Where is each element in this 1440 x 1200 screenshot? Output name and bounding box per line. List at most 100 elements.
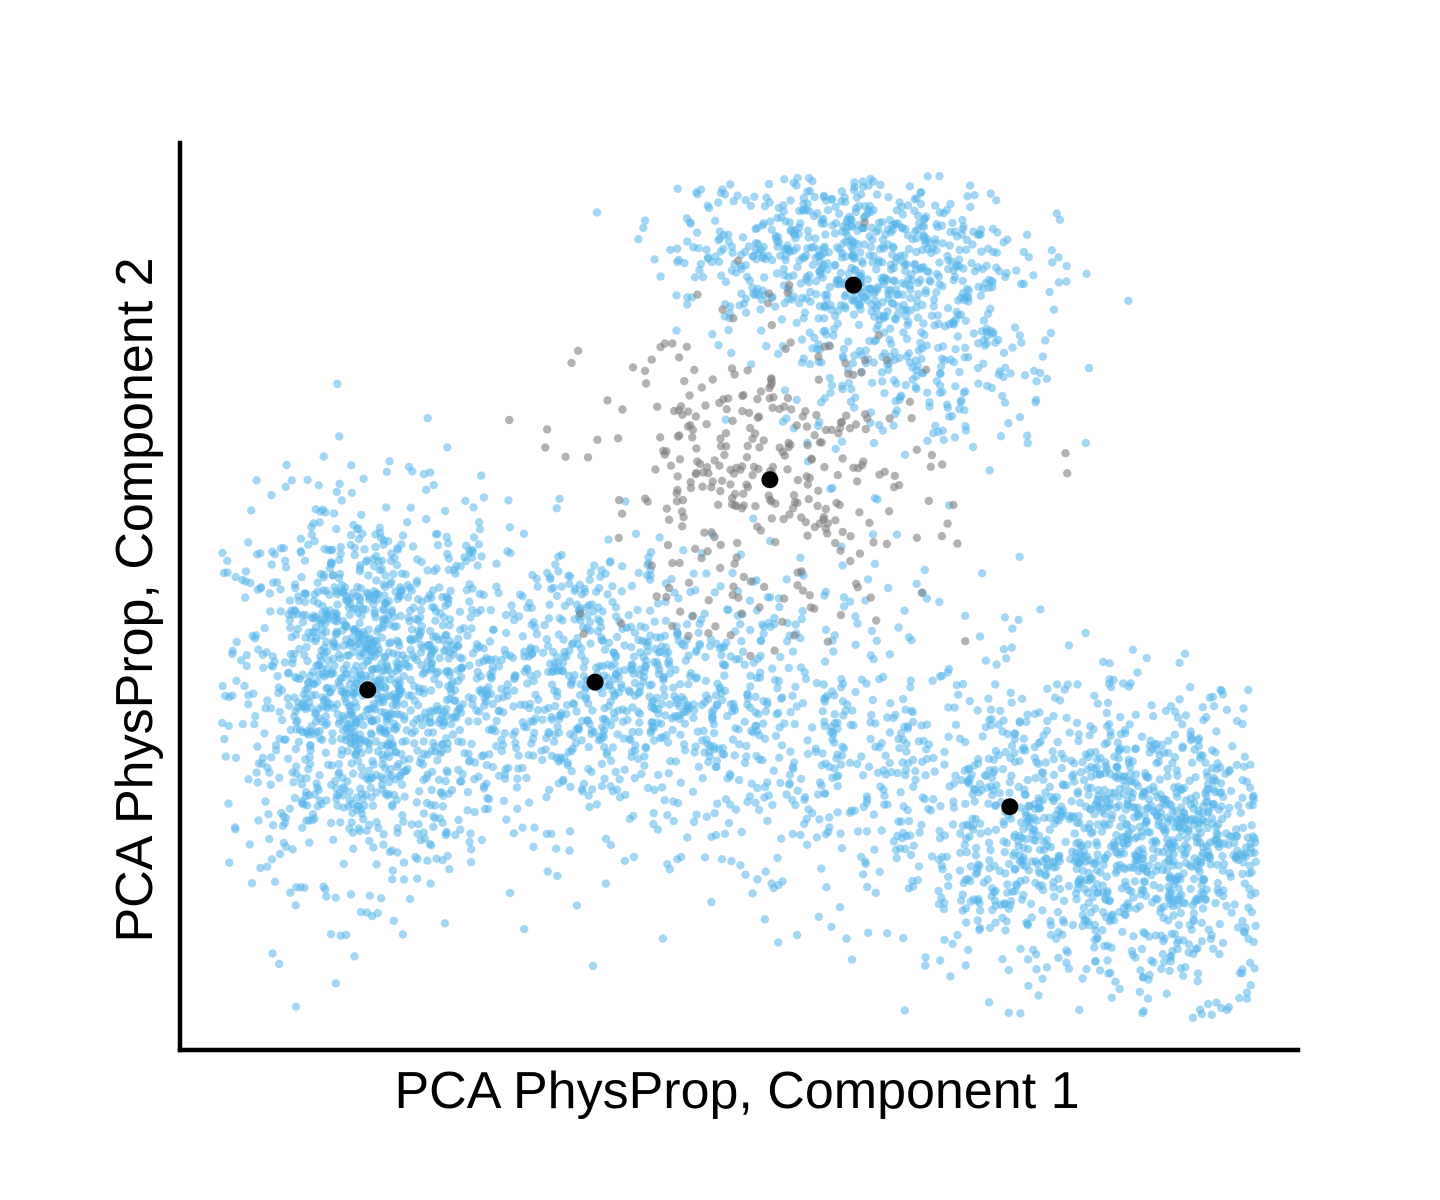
scatter-point (372, 860, 381, 869)
scatter-point (634, 689, 643, 698)
highlight-point (680, 376, 689, 386)
scatter-point (245, 840, 254, 849)
scatter-point (512, 783, 522, 792)
highlight-point (739, 572, 748, 582)
scatter-point (1023, 920, 1032, 930)
scatter-point (960, 840, 969, 850)
scatter-point (627, 643, 636, 652)
scatter-point (905, 182, 915, 191)
scatter-point (854, 320, 864, 330)
scatter-point (811, 234, 820, 243)
scatter-point (698, 272, 708, 282)
scatter-point (538, 715, 547, 724)
scatter-point (417, 661, 426, 670)
scatter-point (434, 775, 444, 784)
scatter-point (889, 713, 898, 723)
highlight-point (692, 444, 701, 453)
scatter-point (885, 758, 894, 768)
scatter-point (962, 284, 972, 294)
scatter-point (1214, 843, 1224, 852)
scatter-point (1019, 279, 1028, 289)
scatter-point (1015, 832, 1024, 841)
scatter-point (631, 741, 640, 750)
highlight-point (693, 290, 702, 299)
scatter-point (487, 674, 496, 683)
scatter-point (218, 681, 227, 691)
scatter-point (650, 255, 659, 264)
scatter-point (567, 747, 576, 756)
scatter-point (693, 228, 702, 237)
scatter-point (465, 597, 474, 606)
highlight-point (784, 438, 793, 448)
points-layer (218, 171, 1261, 1022)
scatter-point (447, 688, 456, 698)
scatter-point (984, 799, 993, 808)
scatter-point (572, 707, 581, 716)
scatter-point (419, 685, 428, 694)
scatter-point (930, 321, 939, 330)
scatter-point (958, 890, 967, 899)
scatter-point (1199, 843, 1208, 852)
scatter-point (1024, 866, 1034, 875)
highlight-point (678, 522, 687, 531)
highlight-point (675, 558, 684, 568)
scatter-point (913, 876, 923, 885)
scatter-point (1102, 888, 1112, 898)
scatter-point (906, 293, 915, 303)
scatter-point (949, 779, 959, 788)
scatter-point (363, 556, 372, 565)
scatter-point (1017, 338, 1026, 347)
scatter-point (1103, 956, 1112, 965)
scatter-point (342, 732, 351, 741)
scatter-point (568, 699, 578, 708)
scatter-point (689, 713, 698, 723)
scatter-point (1100, 740, 1110, 749)
scatter-point (565, 827, 575, 836)
scatter-point (992, 263, 1001, 272)
scatter-point (465, 837, 474, 847)
scatter-point (1089, 725, 1098, 734)
highlight-point (866, 593, 875, 602)
scatter-point (405, 583, 415, 593)
scatter-point (544, 727, 553, 737)
scatter-point (260, 729, 269, 738)
scatter-point (672, 326, 681, 335)
scatter-point (1157, 740, 1167, 750)
scatter-point (487, 726, 497, 735)
scatter-point (427, 650, 436, 659)
highlight-point (726, 465, 735, 474)
scatter-point (768, 800, 777, 810)
scatter-point (387, 577, 396, 587)
scatter-point (283, 669, 293, 678)
scatter-point (1107, 993, 1117, 1002)
scatter-point (971, 851, 981, 860)
scatter-point (1021, 811, 1031, 820)
scatter-point (456, 825, 465, 834)
scatter-point (1246, 839, 1255, 848)
scatter-point (295, 674, 304, 684)
scatter-point (914, 278, 923, 287)
scatter-point (712, 762, 721, 772)
scatter-point (492, 559, 501, 568)
scatter-point (321, 508, 330, 517)
scatter-point (873, 495, 882, 504)
scatter-point (1072, 895, 1081, 904)
scatter-point (1092, 755, 1102, 764)
scatter-point (991, 801, 1000, 810)
highlight-point (674, 406, 684, 415)
scatter-point (951, 315, 960, 324)
scatter-point (974, 339, 983, 348)
scatter-point (400, 792, 409, 801)
scatter-point (1112, 861, 1122, 871)
scatter-point (759, 219, 768, 228)
scatter-point (639, 672, 649, 682)
scatter-point (650, 658, 659, 667)
scatter-point (832, 772, 841, 781)
highlight-point (651, 465, 660, 474)
scatter-point (1055, 215, 1065, 224)
scatter-point (1036, 605, 1045, 614)
scatter-point (600, 645, 610, 654)
scatter-point (244, 775, 253, 784)
scatter-point (884, 294, 893, 303)
scatter-point (1169, 911, 1178, 920)
